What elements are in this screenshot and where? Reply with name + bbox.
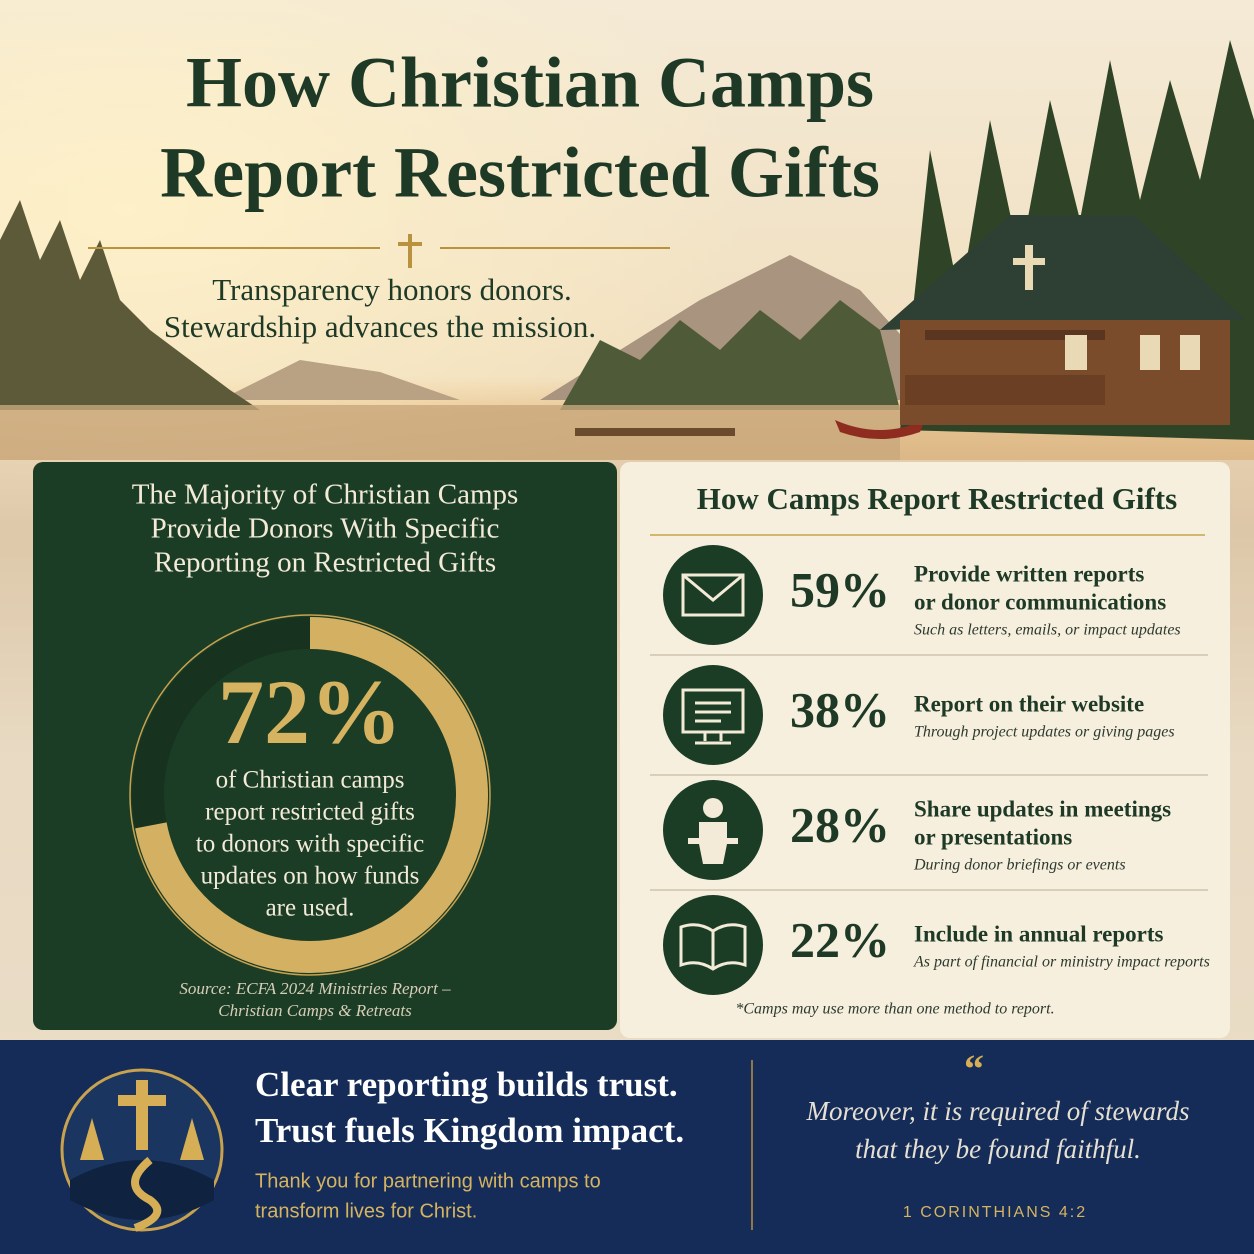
title: Report Restricted Gifts: [160, 133, 880, 213]
footer-thanks: transform lives for Christ.: [255, 1200, 477, 1222]
method-icon: [663, 665, 763, 765]
subtitle: Transparency honors donors.: [212, 272, 572, 307]
panel-heading: Reporting on Restricted Gifts: [154, 547, 496, 579]
icon-shape: [682, 573, 744, 602]
method-label: Report on their website: [914, 691, 1144, 716]
method-label: Share updates in meetings: [914, 796, 1171, 821]
quote-mark: “: [964, 1046, 984, 1091]
icon-shape: [679, 923, 747, 971]
method-label: or presentations: [914, 824, 1072, 849]
icon-shape: [681, 573, 745, 617]
method-label: Provide written reports: [914, 561, 1144, 586]
method-detail: Through project updates or giving pages: [914, 724, 1175, 741]
icon-shape: [695, 701, 731, 745]
quote-text: Moreover, it is required of stewards: [806, 1096, 1190, 1126]
method-percent: 59%: [790, 561, 890, 617]
method-label: or donor communications: [914, 589, 1166, 614]
methods-panel: [620, 462, 1230, 1038]
method-icon: [663, 545, 763, 645]
panel-heading: The Majority of Christian Camps: [132, 479, 519, 511]
footer-message: Clear reporting builds trust.: [255, 1065, 678, 1104]
source-note: Source: ECFA 2024 Ministries Report –: [179, 979, 451, 998]
method-icon: [663, 895, 763, 995]
methods-note: *Camps may use more than one method to r…: [735, 1001, 1054, 1018]
quote-reference: 1 CORINTHIANS 4:2: [903, 1204, 1087, 1221]
quote-text: that they be found faithful.: [855, 1134, 1141, 1164]
method-detail: As part of financial or ministry impact …: [913, 954, 1210, 971]
method-detail: Such as letters, emails, or impact updat…: [914, 622, 1181, 639]
source-note: Christian Camps & Retreats: [218, 1001, 412, 1020]
method-detail: During donor briefings or events: [913, 857, 1126, 874]
donut-label: 72%: [218, 661, 402, 763]
method-percent: 28%: [790, 796, 890, 852]
donut-description: to donors with specific: [196, 831, 424, 858]
donut-description: of Christian camps: [216, 767, 405, 794]
donut-description: updates on how funds: [201, 863, 420, 890]
subtitle: Stewardship advances the mission.: [164, 309, 596, 344]
emblem: [60, 1068, 224, 1232]
footer-thanks: Thank you for partnering with camps to: [255, 1170, 601, 1192]
title: How Christian Camps: [186, 43, 874, 123]
icon-circle: [663, 665, 763, 765]
footer-message: Trust fuels Kingdom impact.: [255, 1111, 684, 1150]
donut-outline: [129, 614, 491, 976]
donut-description: are used.: [266, 895, 355, 922]
method-percent: 38%: [790, 681, 890, 737]
icon-shape: [688, 822, 738, 864]
icon-shape: [703, 798, 723, 818]
icon-shape: [681, 688, 745, 734]
panel-heading: Provide Donors With Specific: [151, 513, 500, 545]
icon-circle: [663, 545, 763, 645]
donut-description: report restricted gifts: [205, 799, 415, 826]
method-percent: 22%: [790, 911, 890, 967]
divider: [88, 234, 670, 268]
donut-arc: [135, 617, 488, 973]
method-label: Include in annual reports: [914, 921, 1163, 946]
method-icon: [663, 780, 763, 880]
methods-heading: How Camps Report Restricted Gifts: [697, 481, 1177, 516]
